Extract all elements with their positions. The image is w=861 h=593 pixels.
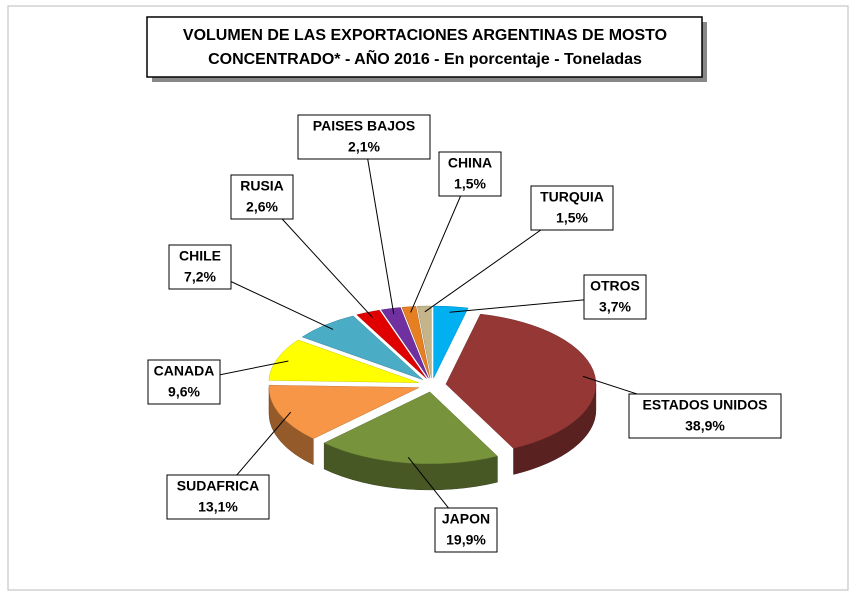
value-label: 3,7% xyxy=(599,299,631,315)
value-label: 9,6% xyxy=(168,384,200,400)
title-box xyxy=(146,16,703,78)
leader-line xyxy=(363,136,395,315)
slice xyxy=(401,306,431,379)
label-box xyxy=(628,393,782,439)
label-box xyxy=(168,244,232,290)
value-label: 19,9% xyxy=(446,532,486,548)
label-box xyxy=(147,359,221,405)
value-label: 1,5% xyxy=(454,176,486,192)
chart-title: VOLUMEN DE LAS EXPORTACIONES ARGENTINAS … xyxy=(183,27,667,44)
category-label: CHINA xyxy=(448,155,492,171)
label-box xyxy=(230,174,294,220)
category-label: SUDAFRICA xyxy=(177,478,259,494)
category-label: OTROS xyxy=(590,278,640,294)
label-box xyxy=(438,151,502,197)
value-label: 7,2% xyxy=(184,269,216,285)
category-label: CHILE xyxy=(179,248,221,264)
label-box xyxy=(166,474,270,520)
slice xyxy=(380,307,429,379)
value-label: 1,5% xyxy=(556,210,588,226)
slice xyxy=(301,315,424,380)
slice xyxy=(268,384,420,439)
category-label: PAISES BAJOS xyxy=(313,118,415,134)
label-box xyxy=(434,507,498,553)
value-label: 38,9% xyxy=(685,418,725,434)
slice xyxy=(323,391,498,465)
slice xyxy=(445,313,597,449)
category-label: TURQUIA xyxy=(540,189,604,205)
category-label: CANADA xyxy=(154,363,215,379)
slice xyxy=(416,305,432,379)
value-label: 2,6% xyxy=(246,199,278,215)
frame xyxy=(7,5,849,591)
chart-title: CONCENTRADO* - AÑO 2016 - En porcentaje … xyxy=(208,48,642,68)
value-label: 13,1% xyxy=(198,499,238,515)
slice xyxy=(268,339,419,383)
label-box xyxy=(583,274,647,320)
value-label: 2,1% xyxy=(348,139,380,155)
category-label: RUSIA xyxy=(240,178,284,194)
category-label: JAPON xyxy=(442,511,490,527)
leader-line xyxy=(410,173,471,313)
category-label: ESTADOS UNIDOS xyxy=(643,397,768,413)
label-box xyxy=(530,185,614,231)
label-box xyxy=(297,114,431,160)
